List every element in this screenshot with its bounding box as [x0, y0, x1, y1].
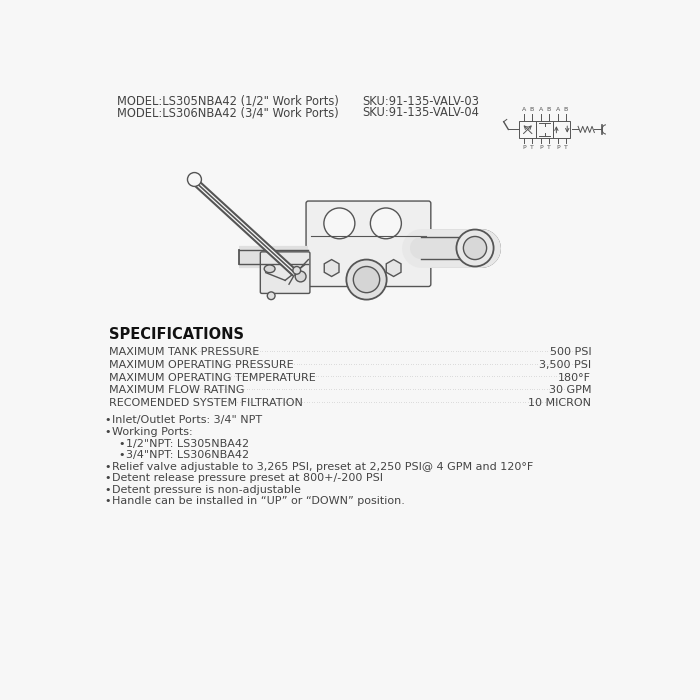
Text: SPECIFICATIONS: SPECIFICATIONS — [109, 328, 244, 342]
Text: Working Ports:: Working Ports: — [112, 427, 193, 437]
Text: 3/4"NPT: LS306NBA42: 3/4"NPT: LS306NBA42 — [126, 450, 249, 460]
Bar — [519, 121, 536, 138]
Text: 1/2"NPT: LS305NBA42: 1/2"NPT: LS305NBA42 — [126, 439, 249, 449]
Bar — [553, 121, 570, 138]
Text: •: • — [118, 439, 125, 449]
Text: Detent release pressure preset at 800+/-200 PSI: Detent release pressure preset at 800+/-… — [112, 473, 384, 483]
Text: MAXIMUM FLOW RATING: MAXIMUM FLOW RATING — [109, 386, 245, 396]
Bar — [536, 121, 553, 138]
Text: A: A — [522, 108, 526, 113]
Text: Detent pressure is non-adjustable: Detent pressure is non-adjustable — [112, 485, 301, 495]
Text: 30 GPM: 30 GPM — [549, 386, 592, 396]
Circle shape — [295, 271, 306, 282]
Text: Inlet/Outlet Ports: 3/4" NPT: Inlet/Outlet Ports: 3/4" NPT — [112, 416, 262, 426]
Text: B: B — [529, 108, 533, 113]
Text: 3,500 PSI: 3,500 PSI — [539, 360, 592, 370]
Text: P: P — [539, 145, 542, 150]
Text: A: A — [539, 108, 543, 113]
Circle shape — [456, 230, 494, 267]
Circle shape — [463, 237, 486, 260]
Text: 10 MICRON: 10 MICRON — [528, 398, 592, 408]
Circle shape — [370, 208, 401, 239]
Text: Relief valve adjustable to 3,265 PSI, preset at 2,250 PSI@ 4 GPM and 120°F: Relief valve adjustable to 3,265 PSI, pr… — [112, 462, 533, 472]
Text: MAXIMUM OPERATING PRESSURE: MAXIMUM OPERATING PRESSURE — [109, 360, 294, 370]
Text: RECOMENDED SYSTEM FILTRATION: RECOMENDED SYSTEM FILTRATION — [109, 398, 303, 408]
Text: •: • — [118, 450, 125, 460]
Text: A: A — [556, 108, 560, 113]
Text: •: • — [104, 416, 111, 426]
Polygon shape — [324, 260, 339, 276]
Circle shape — [346, 260, 386, 300]
FancyBboxPatch shape — [260, 252, 310, 293]
Text: MAXIMUM TANK PRESSURE: MAXIMUM TANK PRESSURE — [109, 347, 260, 357]
Text: •: • — [104, 485, 111, 495]
Text: MODEL:LS306NBA42 (3/4" Work Ports): MODEL:LS306NBA42 (3/4" Work Ports) — [117, 106, 339, 119]
Text: T: T — [564, 145, 568, 150]
Circle shape — [293, 267, 300, 274]
Text: MAXIMUM OPERATING TEMPERATURE: MAXIMUM OPERATING TEMPERATURE — [109, 372, 316, 383]
Text: B: B — [564, 108, 568, 113]
Circle shape — [188, 173, 202, 186]
Text: P: P — [556, 145, 560, 150]
Text: T: T — [547, 145, 551, 150]
Circle shape — [324, 208, 355, 239]
Text: T: T — [530, 145, 533, 150]
Text: Handle can be installed in “UP” or “DOWN” position.: Handle can be installed in “UP” or “DOWN… — [112, 496, 405, 506]
Circle shape — [354, 267, 379, 293]
Text: SKU:91-135-VALV-03: SKU:91-135-VALV-03 — [363, 94, 480, 108]
Text: •: • — [104, 427, 111, 437]
Text: 180°F: 180°F — [559, 372, 592, 383]
FancyBboxPatch shape — [306, 201, 430, 286]
Polygon shape — [386, 260, 401, 276]
Text: •: • — [104, 496, 111, 506]
Ellipse shape — [264, 265, 275, 273]
Text: 500 PSI: 500 PSI — [550, 347, 592, 357]
Circle shape — [267, 292, 275, 300]
Text: B: B — [547, 108, 551, 113]
Text: •: • — [104, 462, 111, 472]
Text: P: P — [522, 145, 526, 150]
Text: •: • — [104, 473, 111, 483]
Text: SKU:91-135-VALV-04: SKU:91-135-VALV-04 — [363, 106, 480, 119]
Text: MODEL:LS305NBA42 (1/2" Work Ports): MODEL:LS305NBA42 (1/2" Work Ports) — [117, 94, 339, 108]
